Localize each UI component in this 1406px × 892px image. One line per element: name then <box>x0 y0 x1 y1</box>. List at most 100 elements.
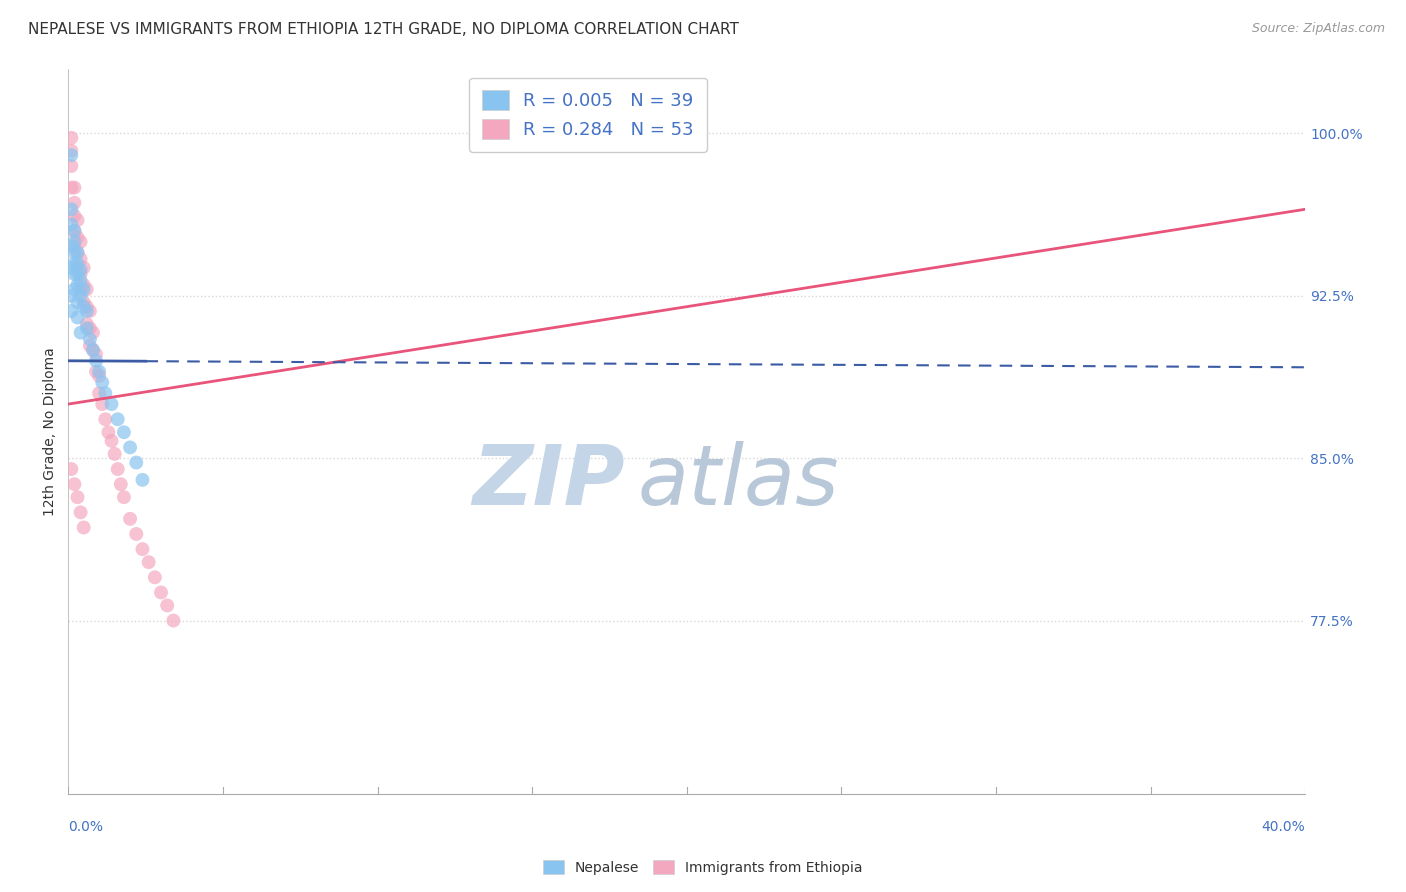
Point <box>60 218 83 232</box>
Point <box>76 304 98 318</box>
Point <box>73 282 96 296</box>
Point <box>82 343 104 357</box>
Point <box>73 260 96 275</box>
Point <box>131 473 153 487</box>
Point <box>76 282 98 296</box>
Point <box>60 289 83 303</box>
Point <box>69 289 91 303</box>
Point <box>63 180 86 194</box>
Point <box>143 570 166 584</box>
Point <box>156 599 179 613</box>
Point <box>120 512 142 526</box>
Point <box>150 585 173 599</box>
Point <box>82 343 104 357</box>
Point <box>112 490 135 504</box>
Point <box>97 425 120 440</box>
Point <box>66 260 89 275</box>
Point <box>84 365 107 379</box>
Text: NEPALESE VS IMMIGRANTS FROM ETHIOPIA 12TH GRADE, NO DIPLOMA CORRELATION CHART: NEPALESE VS IMMIGRANTS FROM ETHIOPIA 12T… <box>28 22 740 37</box>
Point <box>125 456 148 470</box>
Point <box>89 368 111 383</box>
Point <box>76 300 98 314</box>
Point <box>69 235 91 249</box>
Point <box>84 353 107 368</box>
Point <box>63 224 86 238</box>
Point <box>138 555 160 569</box>
Point <box>79 304 101 318</box>
Point <box>110 477 132 491</box>
Point <box>107 412 129 426</box>
Point <box>69 263 91 277</box>
Point <box>69 282 91 296</box>
Point <box>60 180 83 194</box>
Point <box>82 326 104 340</box>
Point <box>60 144 83 158</box>
Point <box>63 195 86 210</box>
Point <box>91 397 114 411</box>
Point <box>63 235 86 249</box>
Point <box>131 542 153 557</box>
Point <box>69 505 91 519</box>
Point <box>79 321 101 335</box>
Point <box>100 434 122 448</box>
Point <box>73 520 96 534</box>
Point <box>60 239 83 253</box>
Point <box>79 338 101 352</box>
Point <box>63 282 86 296</box>
Point <box>60 159 83 173</box>
Text: Source: ZipAtlas.com: Source: ZipAtlas.com <box>1251 22 1385 36</box>
Point <box>60 304 83 318</box>
Point <box>107 462 129 476</box>
Legend: Nepalese, Immigrants from Ethiopia: Nepalese, Immigrants from Ethiopia <box>537 855 869 880</box>
Legend: R = 0.005   N = 39, R = 0.284   N = 53: R = 0.005 N = 39, R = 0.284 N = 53 <box>470 78 707 152</box>
Point <box>100 397 122 411</box>
Point <box>76 317 98 331</box>
Point <box>89 365 111 379</box>
Point <box>66 230 89 244</box>
Point <box>73 295 96 310</box>
Point <box>63 477 86 491</box>
Point <box>94 412 117 426</box>
Point <box>63 267 86 281</box>
Point <box>84 347 107 361</box>
Point <box>66 245 89 260</box>
Point <box>63 245 86 260</box>
Point <box>60 260 83 275</box>
Point <box>60 202 83 217</box>
Text: 0.0%: 0.0% <box>69 820 103 834</box>
Point <box>66 310 89 325</box>
Text: atlas: atlas <box>637 442 839 523</box>
Point <box>66 245 89 260</box>
Point <box>112 425 135 440</box>
Text: 40.0%: 40.0% <box>1261 820 1305 834</box>
Point <box>66 267 89 281</box>
Point <box>63 209 86 223</box>
Point <box>76 321 98 335</box>
Point <box>162 614 184 628</box>
Point <box>63 256 86 270</box>
Text: ZIP: ZIP <box>472 442 624 523</box>
Point <box>91 376 114 390</box>
Point <box>66 278 89 293</box>
Point <box>104 447 127 461</box>
Point <box>66 213 89 227</box>
Point <box>94 386 117 401</box>
Point <box>60 148 83 162</box>
Point <box>69 326 91 340</box>
Point <box>89 386 111 401</box>
Point <box>69 267 91 281</box>
Y-axis label: 12th Grade, No Diploma: 12th Grade, No Diploma <box>44 347 58 516</box>
Point <box>120 441 142 455</box>
Point <box>66 295 89 310</box>
Point <box>73 300 96 314</box>
Point <box>69 252 91 266</box>
Point <box>63 224 86 238</box>
Point <box>60 130 83 145</box>
Point <box>73 278 96 293</box>
Point <box>125 527 148 541</box>
Point <box>79 332 101 346</box>
Point <box>66 490 89 504</box>
Point <box>63 239 86 253</box>
Point <box>60 462 83 476</box>
Point <box>66 256 89 270</box>
